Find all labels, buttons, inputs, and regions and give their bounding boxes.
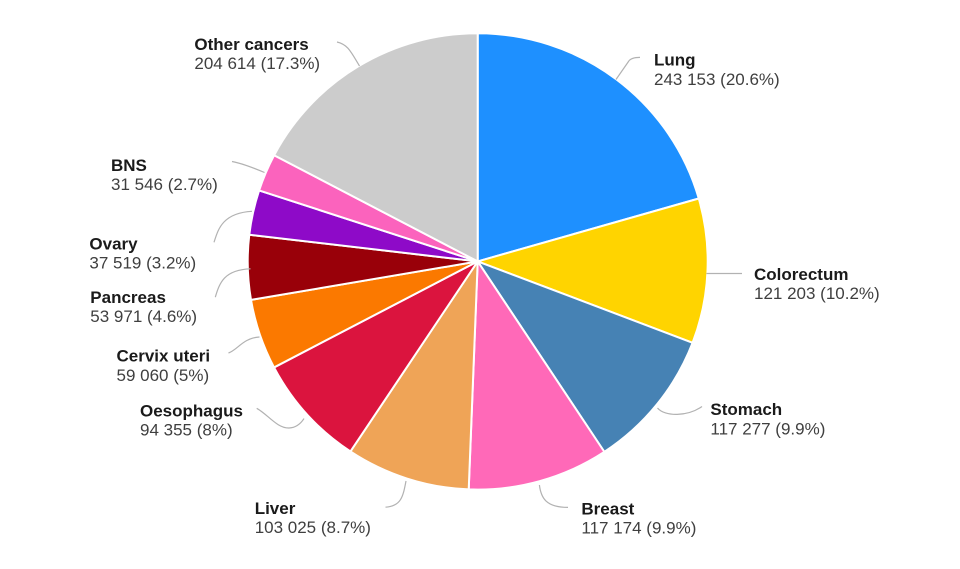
svg-text:103 025 (8.7%): 103 025 (8.7%)	[255, 518, 371, 537]
svg-text:Stomach: Stomach	[710, 400, 782, 419]
svg-text:Colorectum: Colorectum	[754, 265, 848, 284]
svg-text:53 971 (4.6%): 53 971 (4.6%)	[90, 307, 197, 326]
svg-text:94 355 (8%): 94 355 (8%)	[140, 421, 233, 440]
svg-text:Liver: Liver	[255, 499, 296, 518]
svg-text:31 546 (2.7%): 31 546 (2.7%)	[111, 175, 218, 194]
svg-text:204 614 (17.3%): 204 614 (17.3%)	[194, 54, 320, 73]
svg-text:Lung: Lung	[654, 51, 696, 70]
svg-text:BNS: BNS	[111, 156, 147, 175]
svg-text:Ovary: Ovary	[89, 234, 138, 253]
svg-text:Oesophagus: Oesophagus	[140, 402, 243, 421]
svg-text:Breast: Breast	[581, 499, 634, 518]
svg-text:117 174 (9.9%): 117 174 (9.9%)	[581, 519, 696, 538]
svg-text:Pancreas: Pancreas	[90, 288, 166, 307]
svg-text:37 519 (3.2%): 37 519 (3.2%)	[89, 254, 196, 273]
svg-text:Other cancers: Other cancers	[194, 35, 308, 54]
svg-text:59 060 (5%): 59 060 (5%)	[117, 366, 210, 385]
svg-text:Cervix uteri: Cervix uteri	[117, 347, 211, 366]
svg-text:117 277 (9.9%): 117 277 (9.9%)	[710, 419, 825, 438]
svg-text:243 153 (20.6%): 243 153 (20.6%)	[654, 70, 780, 89]
svg-text:121 203 (10.2%): 121 203 (10.2%)	[754, 284, 880, 303]
